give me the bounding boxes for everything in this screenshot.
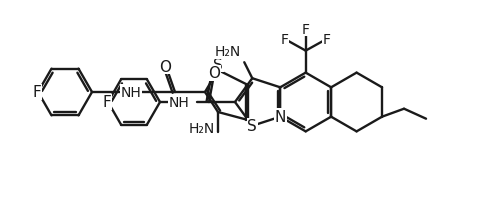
Text: N: N xyxy=(274,110,286,125)
Text: S: S xyxy=(248,119,257,134)
Text: F: F xyxy=(323,32,331,46)
Text: H₂N: H₂N xyxy=(189,121,215,135)
Text: S: S xyxy=(213,57,223,72)
Text: NH: NH xyxy=(121,86,141,100)
Text: F: F xyxy=(103,95,111,110)
Text: O: O xyxy=(159,59,171,74)
Text: F: F xyxy=(280,32,289,46)
Text: O: O xyxy=(208,66,220,81)
Text: NH: NH xyxy=(168,96,189,109)
Text: F: F xyxy=(32,85,41,100)
Text: H₂N: H₂N xyxy=(215,45,242,59)
Text: F: F xyxy=(302,22,310,36)
